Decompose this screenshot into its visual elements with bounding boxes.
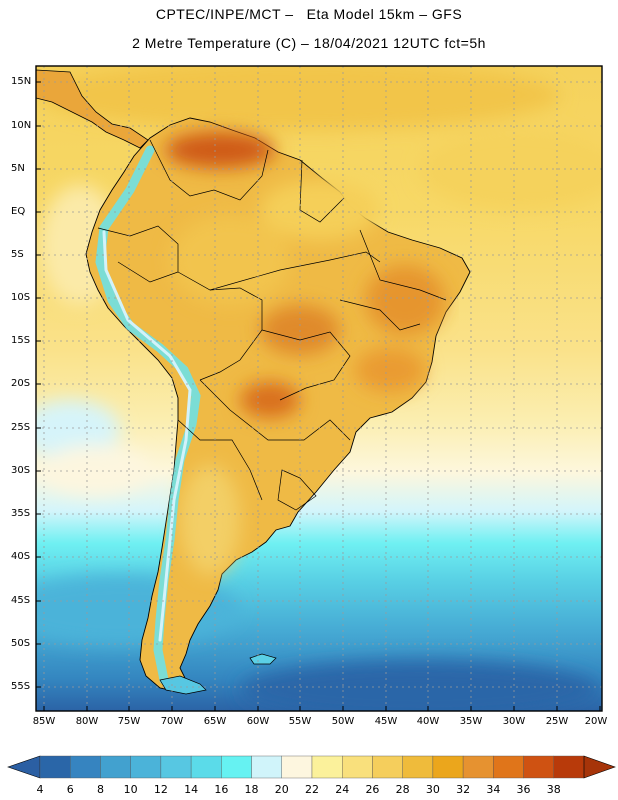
lat-label: 5S [11, 249, 24, 260]
andes-core [102, 230, 192, 642]
colorbar-label: 12 [153, 783, 168, 796]
colorbar-box [160, 755, 192, 779]
colorbar-boxes [39, 755, 585, 779]
lat-label: 35S [11, 508, 31, 519]
lon-label: 45W [374, 716, 398, 727]
colorbar-box [281, 755, 313, 779]
lat-label: 15N [11, 76, 32, 87]
colorbar-label: 6 [66, 783, 74, 796]
colorbar-label: 16 [214, 783, 229, 796]
colorbar-box [251, 755, 282, 779]
colorbar-label: 18 [244, 783, 259, 796]
lon-label: 80W [75, 716, 99, 727]
lat-label: 25S [11, 422, 31, 433]
lon-label: 55W [288, 716, 312, 727]
temperature-map [35, 65, 603, 712]
lat-label: 50S [11, 638, 31, 649]
colorbar-box [553, 755, 585, 779]
lat-label: 55S [11, 681, 31, 692]
lat-label: 20S [11, 378, 31, 389]
map-field [36, 66, 602, 711]
lon-label: 70W [160, 716, 184, 727]
colorbar-label: 20 [274, 783, 289, 796]
lon-label: 30W [502, 716, 526, 727]
colorbar [7, 755, 616, 779]
colorbar-box [462, 755, 494, 779]
lon-label: 75W [117, 716, 141, 727]
tierra-del-fuego [159, 675, 207, 695]
colorbar-box [190, 755, 222, 779]
colorbar-label: 30 [425, 783, 440, 796]
lon-label: 60W [246, 716, 270, 727]
land-temperature-patches [165, 132, 445, 575]
colorbar-box [372, 755, 403, 779]
colorbar-box [402, 755, 434, 779]
colorbar-box [311, 755, 343, 779]
colorbar-label: 36 [516, 783, 531, 796]
colorbar-label: 38 [546, 783, 561, 796]
colorbar-label: 14 [184, 783, 199, 796]
colorbar-label: 24 [335, 783, 350, 796]
colorbar-box [221, 755, 252, 779]
colorbar-label: 8 [96, 783, 104, 796]
colorbar-high-arrow [583, 755, 616, 779]
colorbar-box [100, 755, 131, 779]
lat-label: EQ [11, 206, 26, 217]
colorbar-low-arrow [7, 755, 41, 779]
colorbar-label: 34 [486, 783, 501, 796]
colorbar-box [70, 755, 101, 779]
axis-ticks [36, 81, 601, 711]
lon-label: 40W [416, 716, 440, 727]
map-frame [35, 65, 603, 712]
lat-label: 10N [11, 120, 32, 131]
colorbar-box [493, 755, 524, 779]
colorbar-box [130, 755, 162, 779]
lon-label: 65W [203, 716, 227, 727]
colorbar-label: 28 [395, 783, 410, 796]
lon-label: 20W [584, 716, 608, 727]
colorbar-box [432, 755, 464, 779]
lat-label: 15S [11, 335, 31, 346]
colorbar-label: 10 [123, 783, 138, 796]
colorbar-box [342, 755, 373, 779]
andes-cold-band [95, 145, 201, 685]
colorbar-label: 4 [36, 783, 44, 796]
central-america-land [36, 69, 149, 149]
colorbar-label: 32 [456, 783, 471, 796]
lon-label: 35W [459, 716, 483, 727]
title-line-1: CPTEC/INPE/MCT – Eta Model 15km – GFS [155, 6, 463, 22]
falkland-islands [249, 653, 277, 665]
lon-label: 25W [545, 716, 569, 727]
graticule [36, 66, 602, 711]
colorbar-box [39, 755, 71, 779]
lat-label: 30S [11, 465, 31, 476]
lat-label: 40S [11, 551, 31, 562]
title-line-2: 2 Metre Temperature (C) – 18/04/2021 12U… [132, 35, 486, 51]
lat-label: 45S [11, 595, 31, 606]
colorbar-box [523, 755, 554, 779]
colorbar-label: 26 [365, 783, 380, 796]
lat-label: 5N [11, 163, 25, 174]
colorbar-label: 22 [305, 783, 319, 796]
lat-label: 10S [11, 292, 31, 303]
lon-label: 50W [331, 716, 355, 727]
lon-label: 85W [32, 716, 56, 727]
